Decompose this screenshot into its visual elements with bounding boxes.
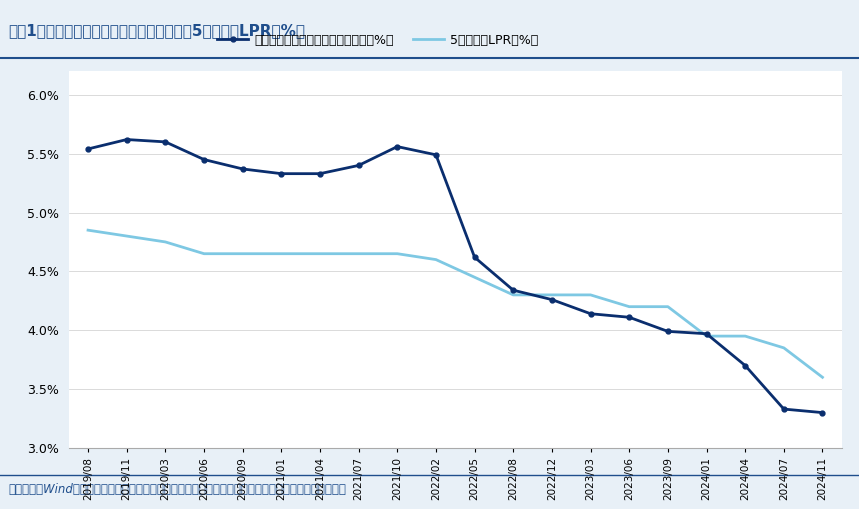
新发放个人住房贷款加权平均利率（%） <box>547 297 557 303</box>
新发放个人住房贷款加权平均利率（%） <box>624 314 634 320</box>
5年期以上LPR（%） <box>818 374 828 380</box>
Legend: 新发放个人住房贷款加权平均利率（%）, 5年期以上LPR（%）: 新发放个人住房贷款加权平均利率（%）, 5年期以上LPR（%） <box>212 29 544 51</box>
5年期以上LPR（%） <box>354 250 364 257</box>
新发放个人住房贷款加权平均利率（%） <box>740 362 751 369</box>
5年期以上LPR（%） <box>314 250 325 257</box>
新发放个人住房贷款加权平均利率（%） <box>701 331 711 337</box>
5年期以上LPR（%） <box>778 345 789 351</box>
新发放个人住房贷款加权平均利率（%） <box>122 136 132 143</box>
新发放个人住房贷款加权平均利率（%） <box>509 287 519 293</box>
新发放个人住房贷款加权平均利率（%） <box>818 410 828 416</box>
Text: 图表1：新发放个人住房贷款加权平均利率与5年期以上LPR（%）: 图表1：新发放个人住房贷款加权平均利率与5年期以上LPR（%） <box>9 23 306 38</box>
新发放个人住房贷款加权平均利率（%） <box>82 146 93 152</box>
新发放个人住房贷款加权平均利率（%） <box>276 171 286 177</box>
5年期以上LPR（%） <box>276 250 286 257</box>
新发放个人住房贷款加权平均利率（%） <box>237 166 248 172</box>
5年期以上LPR（%） <box>237 250 248 257</box>
5年期以上LPR（%） <box>430 257 442 263</box>
新发放个人住房贷款加权平均利率（%） <box>354 162 364 168</box>
Text: 资料来源：Wind，央行，国盛证券研究所（个人住房贷款加权平均利率来自央行季度货币政策执行报告）: 资料来源：Wind，央行，国盛证券研究所（个人住房贷款加权平均利率来自央行季度货… <box>9 483 346 496</box>
5年期以上LPR（%） <box>469 274 479 280</box>
5年期以上LPR（%） <box>586 292 596 298</box>
Line: 5年期以上LPR（%）: 5年期以上LPR（%） <box>88 230 823 377</box>
5年期以上LPR（%） <box>122 233 132 239</box>
5年期以上LPR（%） <box>509 292 519 298</box>
5年期以上LPR（%） <box>663 303 673 309</box>
5年期以上LPR（%） <box>624 303 634 309</box>
5年期以上LPR（%） <box>392 250 402 257</box>
新发放个人住房贷款加权平均利率（%） <box>314 171 325 177</box>
新发放个人住房贷款加权平均利率（%） <box>586 310 596 317</box>
5年期以上LPR（%） <box>740 333 751 339</box>
新发放个人住房贷款加权平均利率（%） <box>392 144 402 150</box>
5年期以上LPR（%） <box>82 227 93 233</box>
5年期以上LPR（%） <box>547 292 557 298</box>
新发放个人住房贷款加权平均利率（%） <box>198 156 210 162</box>
新发放个人住房贷款加权平均利率（%） <box>469 254 479 260</box>
5年期以上LPR（%） <box>701 333 711 339</box>
5年期以上LPR（%） <box>198 250 210 257</box>
5年期以上LPR（%） <box>160 239 170 245</box>
新发放个人住房贷款加权平均利率（%） <box>663 328 673 334</box>
新发放个人住房贷款加权平均利率（%） <box>160 139 170 145</box>
新发放个人住房贷款加权平均利率（%） <box>778 406 789 412</box>
Line: 新发放个人住房贷款加权平均利率（%）: 新发放个人住房贷款加权平均利率（%） <box>86 137 825 415</box>
新发放个人住房贷款加权平均利率（%） <box>430 152 442 158</box>
